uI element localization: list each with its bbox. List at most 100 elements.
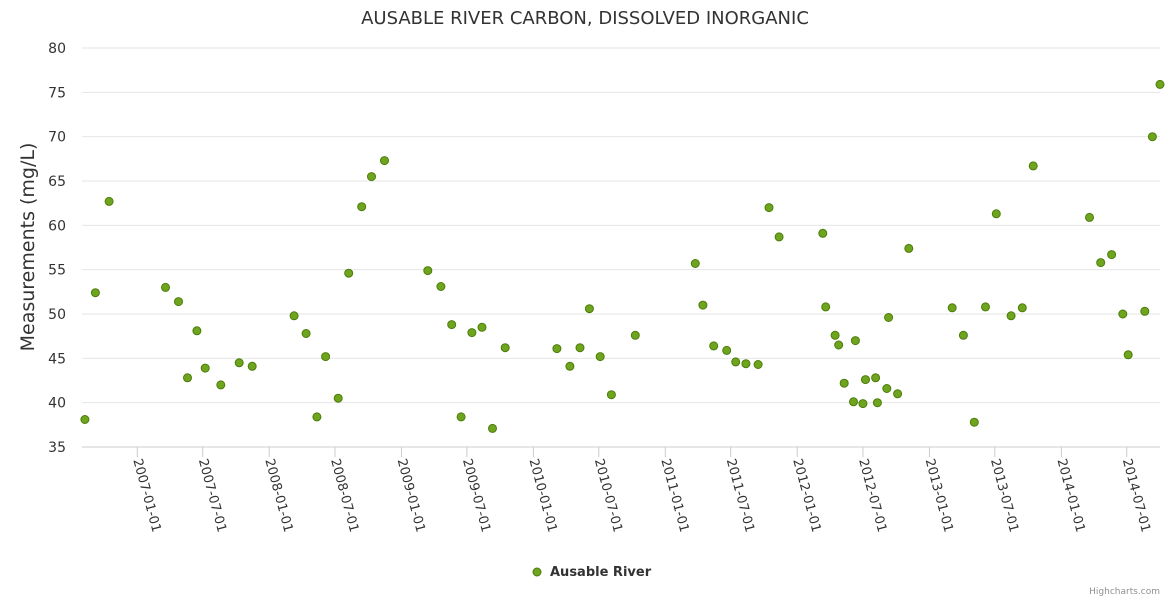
data-point[interactable] [969,417,979,427]
data-point[interactable] [436,282,446,291]
x-tick-label: 2010-01-01 [526,457,560,534]
data-point[interactable] [821,302,831,312]
data-point[interactable] [947,303,957,313]
data-point[interactable] [774,232,784,242]
data-point[interactable] [1118,309,1128,319]
data-point[interactable] [216,380,226,390]
legend-item-label[interactable]: Ausable River [550,565,652,580]
y-tick-label: 60 [48,218,66,234]
x-tick-label: 2008-07-01 [327,457,361,534]
data-point[interactable] [1085,212,1094,222]
data-point[interactable] [301,329,311,338]
data-point[interactable] [1155,79,1165,89]
x-tick-label: 2009-07-01 [459,457,493,534]
data-point[interactable] [575,343,585,353]
data-point[interactable] [321,352,331,362]
data-point[interactable] [367,172,376,182]
data-point[interactable] [183,373,192,383]
x-tick-label: 2011-07-01 [723,457,757,534]
data-point[interactable] [884,313,894,322]
data-point[interactable] [595,352,605,362]
data-point[interactable] [423,266,433,276]
data-point[interactable] [200,363,210,373]
data-point[interactable] [872,398,882,408]
data-point[interactable] [90,288,100,298]
data-point[interactable] [380,156,389,166]
data-point[interactable] [552,344,562,354]
x-tick-label: 2008-01-01 [261,457,295,534]
x-tick-label: 2013-07-01 [987,457,1021,534]
x-tick-label: 2012-07-01 [855,457,889,534]
y-tick-label: 65 [48,174,66,190]
data-point[interactable] [447,320,457,330]
data-point[interactable] [722,345,732,355]
y-tick-label: 40 [48,396,66,412]
data-point[interactable] [1006,311,1016,321]
data-point[interactable] [698,300,708,310]
data-point[interactable] [1107,250,1117,260]
x-tick-label: 2012-01-01 [789,457,823,534]
data-point[interactable] [850,336,860,346]
data-point[interactable] [467,328,477,338]
x-tick-label: 2010-07-01 [591,457,625,534]
data-point[interactable] [849,397,858,407]
data-point[interactable] [871,373,881,383]
data-point[interactable] [818,228,828,238]
data-point[interactable] [80,415,90,424]
data-point[interactable] [104,196,114,206]
data-point[interactable] [753,360,763,369]
data-point[interactable] [333,393,343,403]
data-point[interactable] [606,390,616,400]
data-point[interactable] [741,359,751,369]
data-point[interactable] [289,311,299,321]
data-point[interactable] [477,322,487,332]
x-tick-label: 2009-01-01 [394,457,428,534]
data-point[interactable] [882,384,892,393]
data-point[interactable] [709,341,719,351]
data-point[interactable] [565,361,575,371]
data-point[interactable] [839,378,849,388]
data-point[interactable] [247,361,257,371]
data-point[interactable] [584,304,594,314]
x-tick-label: 2007-01-01 [129,457,163,534]
data-point[interactable] [861,375,870,385]
data-point[interactable] [958,330,968,340]
y-tick-label: 70 [48,130,66,146]
data-point[interactable] [834,340,844,350]
data-point[interactable] [858,399,868,409]
y-axis: 35 40 45 50 55 60 65 70 75 80 [48,41,66,456]
data-point[interactable] [312,412,322,422]
data-point[interactable] [1123,350,1133,360]
data-point[interactable] [488,423,497,433]
data-point[interactable] [690,259,700,268]
data-point[interactable] [630,330,640,340]
data-point[interactable] [731,357,741,367]
data-point[interactable] [904,243,914,253]
data-point[interactable] [991,209,1001,219]
data-point[interactable] [1017,303,1027,313]
legend[interactable]: Ausable River [532,565,652,580]
data-point[interactable] [192,326,202,336]
data-point[interactable] [234,358,244,368]
data-point[interactable] [1028,161,1038,171]
grid [82,47,1160,448]
chart-title: AUSABLE RIVER CARBON, DISSOLVED INORGANI… [361,8,809,29]
credits-link[interactable]: Highcharts.com [1089,587,1160,597]
data-point[interactable] [1147,132,1157,142]
data-point[interactable] [500,343,510,353]
x-tick-label: 2013-01-01 [922,457,956,534]
data-point[interactable] [1096,258,1106,268]
data-point[interactable] [344,268,354,278]
data-point[interactable] [830,330,840,340]
data-point[interactable] [161,282,170,292]
legend-marker [532,567,542,577]
data-point[interactable] [981,302,990,312]
data-point[interactable] [1140,306,1150,316]
data-point[interactable] [893,389,903,399]
y-tick-label: 75 [48,85,66,101]
data-point[interactable] [174,297,183,307]
data-point[interactable] [764,203,774,213]
data-point[interactable] [456,412,466,422]
data-point[interactable] [357,202,367,212]
